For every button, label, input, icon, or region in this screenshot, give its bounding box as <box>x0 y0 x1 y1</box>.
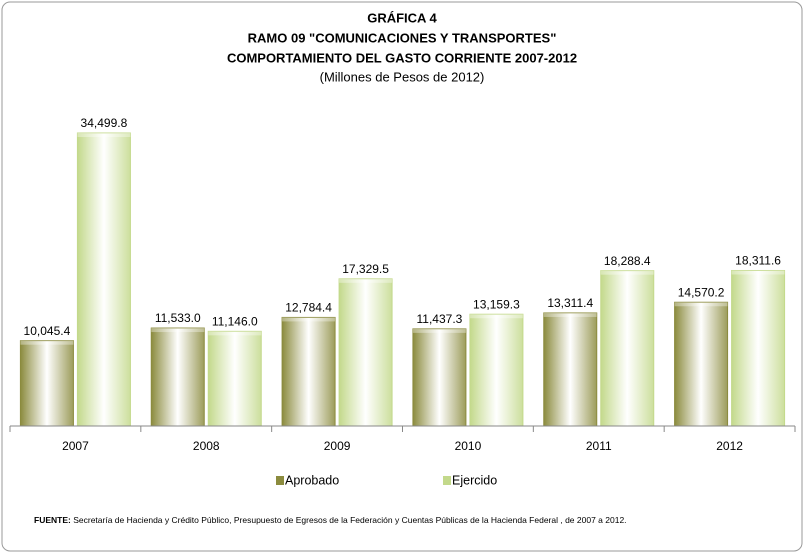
value-label: 14,570.2 <box>678 285 725 299</box>
x-tick-label: 2007 <box>62 439 89 453</box>
chart-title: GRÁFICA 4 <box>367 10 437 25</box>
bar-top <box>469 314 523 319</box>
bar-top <box>208 331 262 336</box>
bar <box>76 132 131 427</box>
bar-top <box>543 312 597 317</box>
bar-top <box>20 340 74 345</box>
bar <box>19 340 74 427</box>
x-tick-label: 2008 <box>193 439 220 453</box>
bar <box>281 316 336 427</box>
value-label: 11,533.0 <box>155 311 201 325</box>
legend-swatch <box>443 476 451 485</box>
value-label: 34,499.8 <box>81 116 128 130</box>
bar <box>150 327 205 427</box>
bar-top <box>151 328 205 333</box>
bar <box>469 313 524 427</box>
source-label: FUENTE: <box>34 515 71 525</box>
source-text: Secretaría de Hacienda y Crédito Público… <box>73 515 626 525</box>
chart-subtitle: (Millones de Pesos de 2012) <box>320 69 485 84</box>
bar <box>412 328 467 427</box>
value-label: 18,311.6 <box>735 254 781 268</box>
legend-swatch <box>276 476 284 485</box>
chart-title-line: COMPORTAMIENTO DEL GASTO CORRIENTE 2007-… <box>227 50 577 65</box>
legend-label: Aprobado <box>285 473 339 487</box>
bar-top <box>282 317 336 322</box>
bar-top <box>674 302 728 307</box>
value-label: 13,311.4 <box>547 296 593 310</box>
value-label: 17,329.5 <box>342 262 389 276</box>
value-label: 13,159.3 <box>473 297 520 311</box>
bar-top <box>412 328 466 333</box>
x-tick-label: 2011 <box>586 439 612 453</box>
bar <box>543 312 598 427</box>
bar-top <box>600 270 654 275</box>
value-label: 18,288.4 <box>604 254 651 268</box>
value-label: 11,437.3 <box>417 312 463 326</box>
value-label: 10,045.4 <box>24 324 71 338</box>
bar <box>207 330 262 427</box>
bar-top <box>731 270 785 275</box>
chart-title-line: RAMO 09 "COMUNICACIONES Y TRANSPORTES" <box>248 30 557 45</box>
bar-top <box>77 133 131 137</box>
bar <box>731 269 786 427</box>
bar <box>674 301 729 427</box>
x-tick-label: 2012 <box>716 439 743 453</box>
bar <box>600 270 655 427</box>
value-label: 11,146.0 <box>212 315 258 329</box>
source-note: FUENTE: Secretaría de Hacienda y Crédito… <box>34 515 627 525</box>
value-label: 12,784.4 <box>285 301 332 315</box>
bar <box>338 278 393 427</box>
bar-top <box>339 278 393 283</box>
x-tick-label: 2009 <box>324 439 351 453</box>
legend-label: Ejercido <box>452 473 497 487</box>
x-tick-label: 2010 <box>455 439 482 453</box>
